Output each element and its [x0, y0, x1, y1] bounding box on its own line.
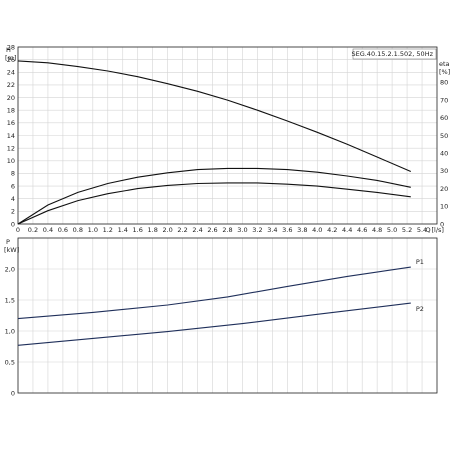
- x-tick-label: 5.0: [387, 226, 397, 234]
- x-tick-label: 4.2: [327, 226, 337, 234]
- y-right-tick-label: 30: [440, 167, 448, 175]
- y-tick-label: 4: [11, 195, 15, 203]
- x-tick-label: 1.6: [133, 226, 143, 234]
- y-right-tick-label: 60: [440, 114, 448, 122]
- y-right-axis-label: eta: [439, 60, 450, 68]
- power-y-tick-label: 1,5: [5, 296, 15, 304]
- y-tick-label: 22: [7, 81, 15, 89]
- power-y-tick-label: 1,0: [5, 327, 15, 335]
- y-tick-label: 2: [11, 208, 15, 216]
- power-curve-p1: [17, 266, 411, 320]
- x-tick-label: 0: [16, 226, 20, 234]
- efficiency-curve-lower: [17, 182, 411, 225]
- y-tick-label: 26: [7, 56, 15, 64]
- x-tick-label: 0.8: [73, 226, 83, 234]
- x-tick-label: 5.2: [402, 226, 412, 234]
- power-axis-unit: [kW]: [4, 246, 19, 254]
- x-tick-label: 1.8: [148, 226, 158, 234]
- efficiency-curve-upper: [17, 167, 411, 225]
- power-panel: 0 0,5 1,0 1,5 2,0 P[kW] P1 P2: [4, 237, 438, 397]
- x-tick-label: 3.0: [237, 226, 247, 234]
- x-tick-label: 3.6: [282, 226, 292, 234]
- y-right-tick-label: 80: [440, 79, 448, 87]
- x-tick-label: 1.2: [103, 226, 113, 234]
- x-tick-label: 2.2: [177, 226, 187, 234]
- top-plot-frame: [17, 46, 438, 225]
- x-tick-label: 2.0: [162, 226, 172, 234]
- power-y-tick-label: 0: [11, 389, 15, 397]
- power-curve-p2: [17, 302, 411, 346]
- y-right-tick-label: 0: [440, 220, 444, 228]
- power-axis-label: P: [6, 238, 10, 246]
- x-tick-label: 4.4: [342, 226, 352, 234]
- y-tick-label: 0: [11, 220, 15, 228]
- y-tick-label: 10: [7, 157, 15, 165]
- x-tick-label: 4.0: [312, 226, 322, 234]
- y-right-tick-label: 20: [440, 185, 448, 193]
- y-right-tick-label: 10: [440, 203, 448, 211]
- x-tick-label: 5.4: [417, 226, 427, 234]
- y-right-tick-label: 50: [440, 132, 448, 140]
- y-right-tick-label: 40: [440, 150, 448, 158]
- x-tick-label: 0.6: [58, 226, 68, 234]
- x-tick-label: 3.4: [267, 226, 277, 234]
- bottom-plot-frame: [17, 237, 438, 394]
- y-tick-label: 28: [7, 43, 15, 51]
- x-tick-label: 4.6: [357, 226, 367, 234]
- y-tick-label: 20: [7, 94, 15, 102]
- power-series-label: P1: [416, 258, 424, 266]
- power-y-tick-label: 2,0: [5, 265, 15, 273]
- y-tick-label: 16: [7, 119, 15, 127]
- y-tick-label: 6: [11, 182, 15, 190]
- y-tick-label: 24: [7, 69, 15, 77]
- y-right-tick-label: 70: [440, 96, 448, 104]
- x-tick-label: 0.2: [28, 226, 38, 234]
- x-axis-label: Q: [426, 226, 431, 234]
- power-series-label: P2: [416, 305, 424, 313]
- y-tick-label: 8: [11, 170, 15, 178]
- x-tick-label: 2.8: [222, 226, 232, 234]
- x-tick-label: 1.0: [88, 226, 98, 234]
- x-axis-unit: [l/s]: [432, 226, 444, 234]
- x-tick-label: 4.8: [372, 226, 382, 234]
- y-axis-unit: [m]: [5, 54, 16, 62]
- x-tick-label: 2.4: [192, 226, 202, 234]
- y-tick-label: 18: [7, 107, 15, 115]
- x-tick-label: 3.8: [297, 226, 307, 234]
- y-axis-label: H: [6, 46, 11, 54]
- x-tick-label: 3.2: [252, 226, 262, 234]
- model-label-box: [352, 48, 437, 60]
- y-right-axis-unit: [%]: [439, 68, 450, 76]
- x-tick-label: 0.4: [43, 226, 53, 234]
- y-tick-label: 12: [7, 144, 15, 152]
- power-y-tick-label: 0,5: [5, 358, 15, 366]
- x-tick-label: 2.6: [207, 226, 217, 234]
- head-efficiency-panel: 0 0.2 0.4 0.6 0.8 1.0 1.2 1.4 1.6 1.8 2.0 2.2 2.4 2.6…: [5, 43, 450, 234]
- y-tick-label: 14: [7, 132, 15, 140]
- x-tick-label: 1.4: [118, 226, 128, 234]
- head-curve: [17, 60, 412, 173]
- model-label: SEG.40.15.2.1.502, 50Hz: [351, 50, 433, 58]
